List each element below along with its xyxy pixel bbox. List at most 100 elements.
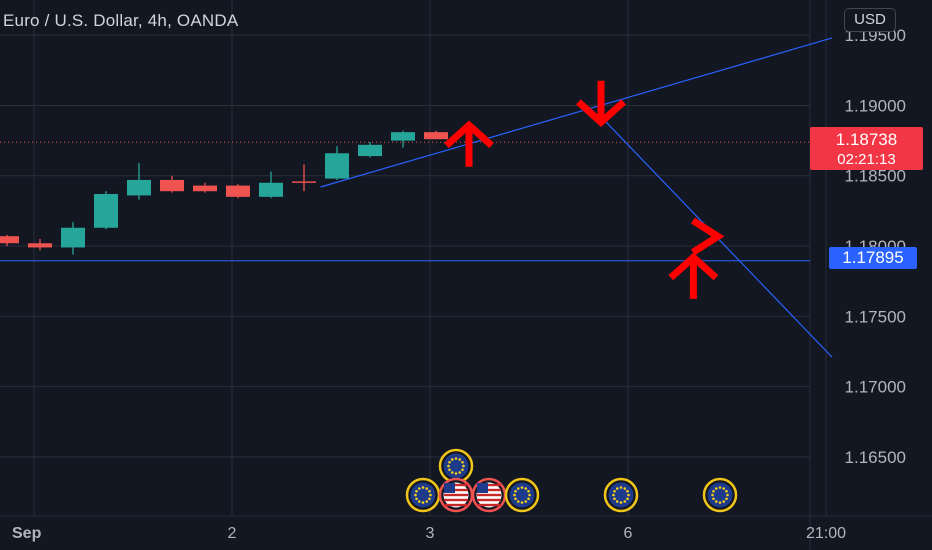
- eu-flag-disc: [443, 453, 469, 479]
- eu-star: [527, 497, 530, 501]
- eu-star: [429, 493, 432, 497]
- y-axis-ticks: 1.195001.190001.185001.180001.175001.170…: [845, 26, 906, 467]
- chart-grid: [0, 0, 827, 516]
- eu-flag-icon[interactable]: [504, 477, 540, 513]
- eu-star: [425, 487, 429, 490]
- eu-star: [415, 497, 418, 501]
- arrow-right-icon[interactable]: [691, 217, 725, 256]
- currency-button[interactable]: USD: [844, 8, 896, 32]
- eu-flag-disc: [509, 482, 535, 508]
- eu-star: [417, 500, 421, 503]
- eu-star: [626, 489, 629, 493]
- eu-star: [520, 486, 524, 489]
- eu-star: [613, 489, 616, 493]
- eu-star: [712, 497, 715, 501]
- last-price-label: 1.18738 02:21:13: [810, 127, 923, 170]
- candle-body: [61, 227, 85, 248]
- x-tick-label: 2: [228, 525, 237, 542]
- y-tick-label: 1.16500: [845, 448, 906, 467]
- arrow-up-icon[interactable]: [444, 120, 494, 167]
- candle-body: [0, 236, 19, 244]
- eu-flag-icon[interactable]: [405, 477, 441, 513]
- eu-flag-disc: [410, 482, 436, 508]
- eu-star: [725, 489, 728, 493]
- candle-body: [325, 153, 349, 179]
- eu-star: [454, 457, 458, 460]
- x-tick-label: Sep: [12, 525, 42, 542]
- last-price-value: 1.18738: [835, 130, 898, 149]
- candle-body: [358, 144, 382, 157]
- eu-star: [448, 460, 451, 464]
- eu-star: [619, 486, 623, 489]
- eu-star: [514, 497, 517, 501]
- candle-body: [259, 182, 283, 197]
- bar-countdown: 02:21:13: [837, 151, 896, 168]
- eu-star: [448, 468, 451, 472]
- arrow-head: [691, 217, 725, 256]
- eu-star: [718, 486, 722, 489]
- y-tick-label: 1.17500: [845, 307, 906, 326]
- eu-star: [513, 493, 516, 497]
- candle-body: [160, 179, 184, 192]
- eu-star: [462, 464, 465, 468]
- eu-star: [461, 468, 464, 472]
- candle-body: [226, 185, 250, 197]
- candle-body: [424, 132, 448, 140]
- x-tick-label: 6: [624, 525, 633, 542]
- eu-star: [428, 489, 431, 493]
- eu-flag-icon[interactable]: [702, 477, 738, 513]
- eu-star: [458, 458, 462, 461]
- eu-star: [623, 500, 627, 503]
- x-tick-label: 21:00: [806, 525, 846, 542]
- y-tick-label: 1.17000: [845, 378, 906, 397]
- eu-star: [527, 489, 530, 493]
- eu-star: [514, 489, 517, 493]
- eu-star: [524, 500, 528, 503]
- eu-star: [458, 471, 462, 474]
- economic-events[interactable]: [405, 448, 738, 513]
- arrow-annotations[interactable]: [444, 80, 725, 299]
- eu-star: [613, 497, 616, 501]
- us-flag-icon[interactable]: [438, 477, 474, 513]
- candle-body: [94, 194, 118, 228]
- us-stripe: [444, 503, 468, 507]
- eu-star: [711, 493, 714, 497]
- eu-star: [712, 489, 715, 493]
- eu-star: [722, 500, 726, 503]
- eu-star: [722, 487, 726, 490]
- eu-flag-icon[interactable]: [438, 448, 474, 484]
- eu-flag-icon[interactable]: [603, 477, 639, 513]
- us-flag-icon[interactable]: [471, 477, 507, 513]
- eu-star: [623, 487, 627, 490]
- horizontal-line-price-label: 1.17895: [829, 247, 917, 269]
- eu-star: [454, 472, 458, 475]
- us-stripe: [477, 493, 501, 497]
- candle-body: [391, 132, 415, 141]
- candle-body: [193, 185, 217, 192]
- eu-star: [626, 497, 629, 501]
- trendline[interactable]: [320, 37, 833, 188]
- eu-flag-disc: [608, 482, 634, 508]
- candles: [0, 130, 448, 255]
- eu-star: [461, 460, 464, 464]
- eu-star: [421, 501, 425, 504]
- eu-star: [627, 493, 630, 497]
- eu-star: [725, 497, 728, 501]
- eu-star: [428, 497, 431, 501]
- us-stripe: [444, 483, 468, 487]
- eu-star: [516, 500, 520, 503]
- eu-star: [421, 486, 425, 489]
- us-stripe: [444, 498, 468, 502]
- candle-body: [292, 181, 316, 183]
- eu-star: [520, 501, 524, 504]
- chart-title: Euro / U.S. Dollar, 4h, OANDA: [3, 11, 239, 30]
- x-axis-ticks: Sep 2 3 6 21:00: [12, 525, 846, 542]
- arrow-up-icon[interactable]: [668, 252, 719, 299]
- eu-star: [450, 471, 454, 474]
- arrow-down-icon[interactable]: [576, 80, 626, 127]
- us-stripe: [444, 493, 468, 497]
- eu-star: [615, 500, 619, 503]
- candle-body: [28, 243, 52, 248]
